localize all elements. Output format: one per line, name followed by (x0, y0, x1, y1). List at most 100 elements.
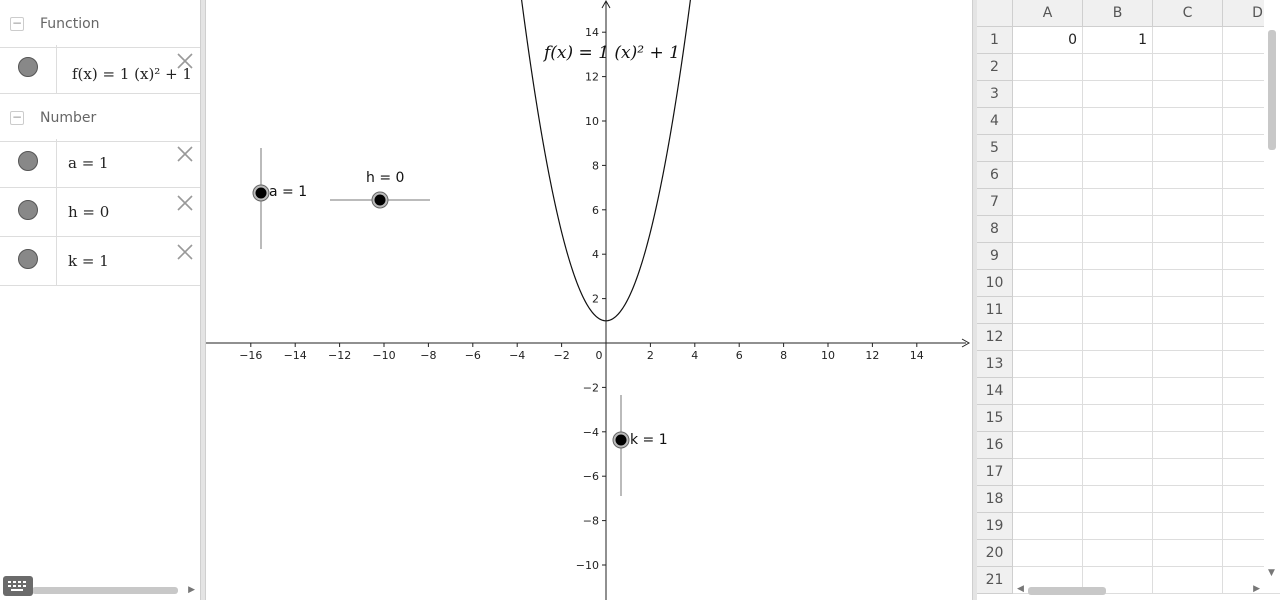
cell-d14[interactable] (1223, 378, 1280, 405)
cell-a10[interactable] (1013, 270, 1083, 297)
cell-b2[interactable] (1083, 54, 1153, 81)
column-header-b[interactable]: B (1083, 0, 1153, 27)
cell-a14[interactable] (1013, 378, 1083, 405)
slider-knob[interactable] (374, 194, 386, 206)
cell-a3[interactable] (1013, 81, 1083, 108)
cell-d17[interactable] (1223, 459, 1280, 486)
cell-b15[interactable] (1083, 405, 1153, 432)
cell-a15[interactable] (1013, 405, 1083, 432)
cell-b5[interactable] (1083, 135, 1153, 162)
cell-a2[interactable] (1013, 54, 1083, 81)
group-header-number[interactable]: − Number (0, 94, 200, 142)
cell-c13[interactable] (1153, 351, 1223, 378)
cell-d1[interactable] (1223, 27, 1280, 54)
delete-icon[interactable] (174, 50, 196, 72)
cell-c16[interactable] (1153, 432, 1223, 459)
cell-b17[interactable] (1083, 459, 1153, 486)
cell-a18[interactable] (1013, 486, 1083, 513)
cell-a6[interactable] (1013, 162, 1083, 189)
cell-c11[interactable] (1153, 297, 1223, 324)
row-header[interactable]: 7 (977, 189, 1013, 216)
spreadsheet-horizontal-scrollbar[interactable]: ◀ ▶ (1013, 584, 1264, 598)
cell-d3[interactable] (1223, 81, 1280, 108)
function-graph-f[interactable] (516, 0, 696, 322)
cell-d8[interactable] (1223, 216, 1280, 243)
cell-a16[interactable] (1013, 432, 1083, 459)
scroll-right-icon[interactable]: ▶ (1253, 584, 1260, 594)
row-header[interactable]: 19 (977, 513, 1013, 540)
cell-a12[interactable] (1013, 324, 1083, 351)
cell-d11[interactable] (1223, 297, 1280, 324)
row-header[interactable]: 3 (977, 81, 1013, 108)
slider-knob[interactable] (615, 434, 627, 446)
cell-c17[interactable] (1153, 459, 1223, 486)
slider-label[interactable]: k = 1 (630, 432, 668, 448)
cell-b19[interactable] (1083, 513, 1153, 540)
cell-c1[interactable] (1153, 27, 1223, 54)
cell-b14[interactable] (1083, 378, 1153, 405)
column-header-c[interactable]: C (1153, 0, 1223, 27)
cell-c15[interactable] (1153, 405, 1223, 432)
delete-icon[interactable] (174, 143, 196, 165)
panel-divider[interactable] (200, 0, 206, 600)
row-header[interactable]: 20 (977, 540, 1013, 567)
cell-c19[interactable] (1153, 513, 1223, 540)
corner-cell[interactable] (977, 0, 1013, 27)
algebra-expression[interactable]: a = 1 (68, 154, 109, 172)
algebra-expression[interactable]: h = 0 (68, 203, 110, 221)
delete-icon[interactable] (174, 241, 196, 263)
cell-c2[interactable] (1153, 54, 1223, 81)
group-header-function[interactable]: − Function (0, 0, 200, 48)
algebra-expression[interactable]: f(x) = 1 (x)² + 1 (72, 65, 192, 83)
cell-b16[interactable] (1083, 432, 1153, 459)
cell-d9[interactable] (1223, 243, 1280, 270)
row-header[interactable]: 1 (977, 27, 1013, 54)
slider-label[interactable]: h = 0 (366, 170, 404, 186)
cell-c12[interactable] (1153, 324, 1223, 351)
spreadsheet-vertical-scrollbar[interactable]: ▼ (1264, 0, 1280, 584)
cell-a5[interactable] (1013, 135, 1083, 162)
cell-d12[interactable] (1223, 324, 1280, 351)
cell-c8[interactable] (1153, 216, 1223, 243)
cell-d20[interactable] (1223, 540, 1280, 567)
row-header[interactable]: 5 (977, 135, 1013, 162)
cell-b20[interactable] (1083, 540, 1153, 567)
visibility-toggle-icon[interactable] (18, 200, 38, 220)
algebra-row-h[interactable]: h = 0 (0, 188, 200, 237)
scrollbar-thumb[interactable] (1268, 30, 1276, 150)
cell-c3[interactable] (1153, 81, 1223, 108)
row-header[interactable]: 9 (977, 243, 1013, 270)
cell-a1[interactable]: 0 (1013, 27, 1083, 54)
cell-b18[interactable] (1083, 486, 1153, 513)
cell-c10[interactable] (1153, 270, 1223, 297)
algebra-expression[interactable]: k = 1 (68, 252, 109, 270)
cell-b8[interactable] (1083, 216, 1153, 243)
cell-d2[interactable] (1223, 54, 1280, 81)
algebra-row-f[interactable]: f(x) = 1 (x)² + 1 (0, 45, 200, 94)
cell-b10[interactable] (1083, 270, 1153, 297)
cell-b3[interactable] (1083, 81, 1153, 108)
scroll-left-icon[interactable]: ◀ (1017, 584, 1024, 594)
algebra-horizontal-scrollbar[interactable]: ▶ (0, 583, 200, 598)
graphics-canvas[interactable]: −16 −14 −12 −10 −8 −6 −4 −2 0 2 4 6 8 10 12 14 14 12 10 8 6 4… (206, 0, 972, 600)
slider-knob[interactable] (255, 187, 267, 199)
delete-icon[interactable] (174, 192, 196, 214)
row-header[interactable]: 11 (977, 297, 1013, 324)
row-header[interactable]: 10 (977, 270, 1013, 297)
cell-b21[interactable] (1083, 567, 1153, 594)
cell-d18[interactable] (1223, 486, 1280, 513)
algebra-row-a[interactable]: a = 1 (0, 139, 200, 188)
cell-d16[interactable] (1223, 432, 1280, 459)
cell-b4[interactable] (1083, 108, 1153, 135)
function-label[interactable]: f(x) = 1 (x)² + 1 (542, 43, 680, 63)
cell-a20[interactable] (1013, 540, 1083, 567)
cell-c5[interactable] (1153, 135, 1223, 162)
cell-c14[interactable] (1153, 378, 1223, 405)
scrollbar-thumb[interactable] (32, 587, 178, 594)
collapse-icon[interactable]: − (10, 109, 24, 125)
cell-b9[interactable] (1083, 243, 1153, 270)
cell-c9[interactable] (1153, 243, 1223, 270)
algebra-row-k[interactable]: k = 1 (0, 237, 200, 286)
cell-a17[interactable] (1013, 459, 1083, 486)
keyboard-icon[interactable] (3, 576, 33, 596)
